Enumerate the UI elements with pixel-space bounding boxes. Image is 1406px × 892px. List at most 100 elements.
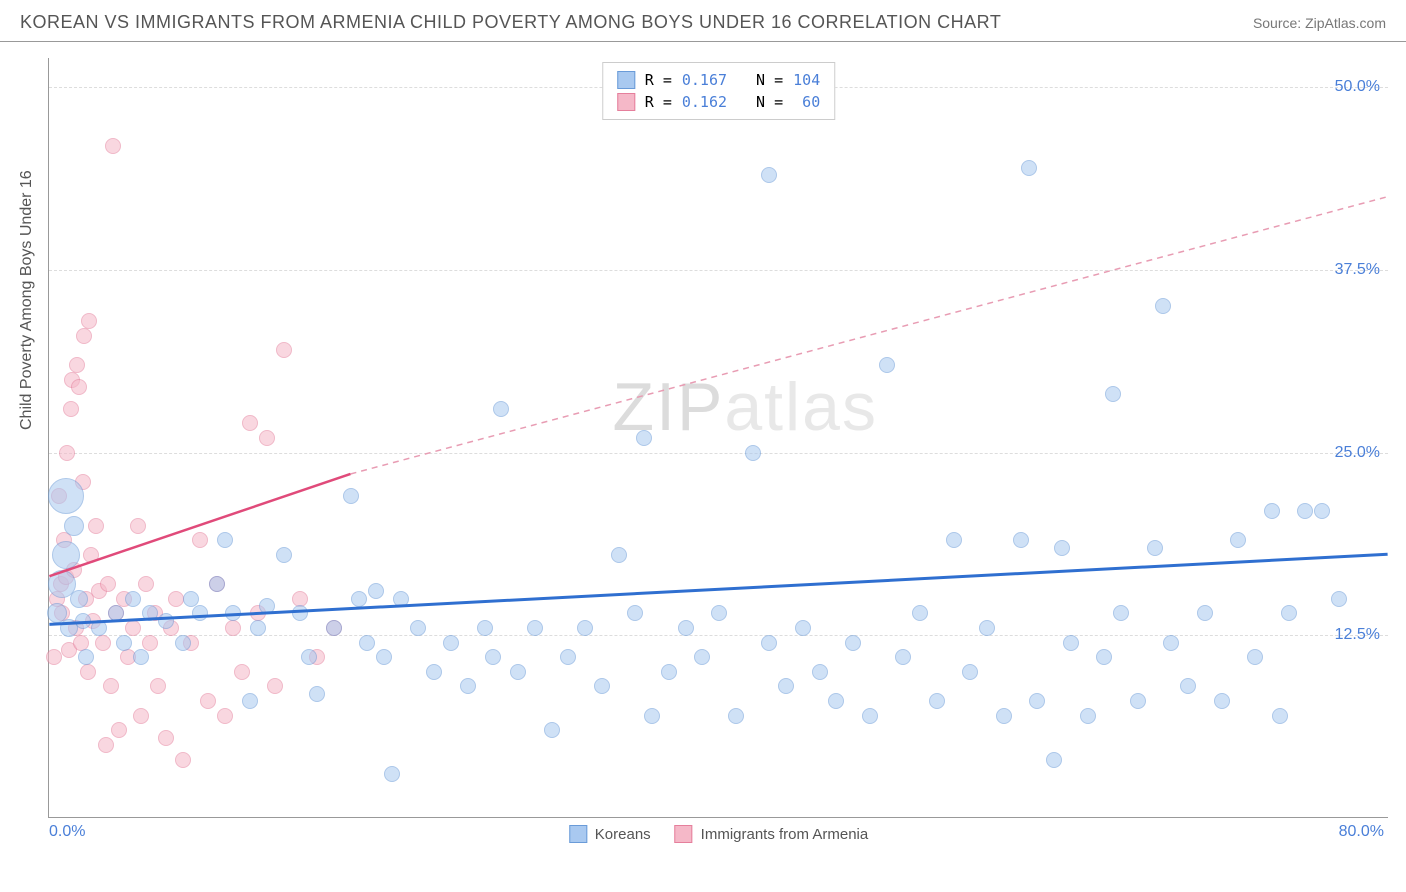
data-point [1130,693,1146,709]
grid-line [49,270,1388,271]
data-point [91,620,107,636]
y-tick-label: 25.0% [1335,444,1380,462]
data-point [351,591,367,607]
data-point [75,613,91,629]
data-point [142,635,158,651]
data-point [48,478,84,514]
data-point [485,649,501,665]
grid-line [49,453,1388,454]
data-point [862,708,878,724]
data-point [59,445,75,461]
data-point [711,605,727,621]
data-point [384,766,400,782]
data-point [477,620,493,636]
data-point [175,635,191,651]
grid-line [49,635,1388,636]
data-point [694,649,710,665]
data-point [1021,160,1037,176]
data-point [1264,503,1280,519]
data-point [410,620,426,636]
data-point [105,138,121,154]
data-point [426,664,442,680]
data-point [1331,591,1347,607]
data-point [594,678,610,694]
data-point [78,649,94,665]
data-point [636,430,652,446]
data-point [527,620,543,636]
data-point [225,620,241,636]
data-point [242,693,258,709]
data-point [1281,605,1297,621]
data-point [1180,678,1196,694]
data-point [728,708,744,724]
data-point [158,613,174,629]
source-attribution: Source: ZipAtlas.com [1253,15,1386,31]
data-point [393,591,409,607]
data-point [1314,503,1330,519]
data-point [493,401,509,417]
data-point [80,664,96,680]
series-legend: Koreans Immigrants from Armenia [569,825,868,843]
data-point [845,635,861,651]
data-point [661,664,677,680]
legend-row-koreans: R = 0.167 N = 104 [617,69,820,91]
data-point [225,605,241,621]
data-point [46,649,62,665]
data-point [103,678,119,694]
data-point [133,708,149,724]
data-point [52,541,80,569]
y-tick-label: 12.5% [1335,626,1380,644]
data-point [217,532,233,548]
swatch-armenia [617,93,635,111]
data-point [443,635,459,651]
data-point [962,664,978,680]
data-point [116,635,132,651]
watermark: ZIPatlas [613,368,878,446]
data-point [1054,540,1070,556]
data-point [192,605,208,621]
data-point [1029,693,1045,709]
data-point [158,730,174,746]
swatch-armenia-icon [675,825,693,843]
data-point [929,693,945,709]
data-point [76,328,92,344]
data-point [125,591,141,607]
data-point [95,635,111,651]
data-point [242,415,258,431]
data-point [111,722,127,738]
data-point [368,583,384,599]
data-point [200,693,216,709]
swatch-koreans [617,71,635,89]
data-point [1163,635,1179,651]
data-point [1080,708,1096,724]
data-point [73,635,89,651]
data-point [745,445,761,461]
data-point [234,664,250,680]
data-point [1247,649,1263,665]
chart-header: KOREAN VS IMMIGRANTS FROM ARMENIA CHILD … [0,0,1406,42]
data-point [183,591,199,607]
data-point [71,379,87,395]
data-point [1214,693,1230,709]
legend-item-armenia: Immigrants from Armenia [675,825,869,843]
data-point [1197,605,1213,621]
data-point [359,635,375,651]
data-point [1013,532,1029,548]
data-point [292,605,308,621]
data-point [678,620,694,636]
data-point [259,598,275,614]
data-point [912,605,928,621]
data-point [778,678,794,694]
data-point [879,357,895,373]
data-point [63,401,79,417]
data-point [1272,708,1288,724]
data-point [812,664,828,680]
legend-item-koreans: Koreans [569,825,651,843]
data-point [376,649,392,665]
x-tick-label: 80.0% [1339,823,1384,841]
data-point [611,547,627,563]
data-point [150,678,166,694]
data-point [301,649,317,665]
y-tick-label: 50.0% [1335,78,1380,96]
data-point [64,516,84,536]
